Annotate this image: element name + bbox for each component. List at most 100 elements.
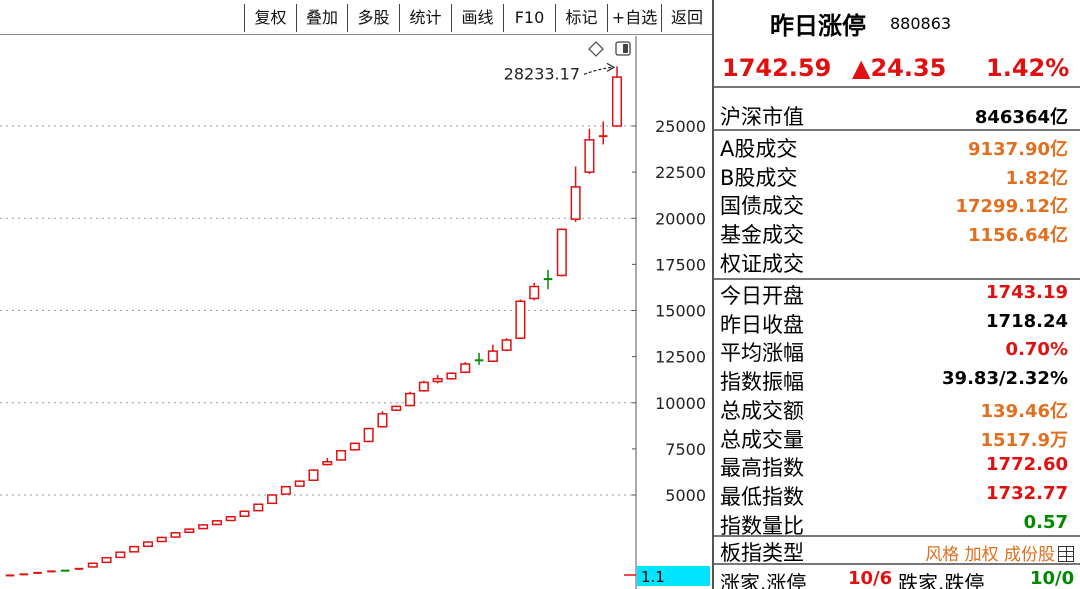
toolbar-button-5[interactable]: F10 xyxy=(503,4,555,32)
candle-body xyxy=(115,551,126,559)
panel-toggle-icon-fill xyxy=(623,44,628,53)
index-type-row: 板指类型 风格 加权 成份股 xyxy=(714,536,1080,565)
y-tick-label: 20000 xyxy=(655,209,706,228)
toolbar-button-7[interactable]: +自选 xyxy=(607,4,661,32)
market-cap-row: 沪深市值 846364亿 xyxy=(714,100,1080,129)
toolbar-button-3[interactable]: 统计 xyxy=(399,4,451,32)
toolbar-button-4[interactable]: 画线 xyxy=(451,4,503,32)
candle-body xyxy=(267,494,278,505)
decline-value: 10/0 xyxy=(1030,568,1075,589)
info-value: 1743.19 xyxy=(986,282,1068,303)
candle-body xyxy=(101,556,112,564)
candle-body xyxy=(184,528,195,534)
info-row: 最低指数 1732.77 xyxy=(714,480,1080,509)
chart-pane: 复权 叠加 多股 统计 画线 F10 标记 +自选 返回 25000 22500 20000 1750… xyxy=(0,4,712,589)
info-label: 平均涨幅 xyxy=(720,341,804,366)
candlestick-chart[interactable]: 25000 22500 20000 17500 15000 12500 10000 7500 5… xyxy=(0,36,712,589)
info-row: 昨日收盘 1718.24 xyxy=(714,308,1080,337)
decline-label: 跌家.跌停 xyxy=(898,571,985,589)
toolbar-button-1[interactable]: 叠加 xyxy=(296,4,347,32)
toolbar-button-0[interactable]: 复权 xyxy=(244,4,296,32)
info-label: B股成交 xyxy=(720,165,798,190)
info-label: 权证成交 xyxy=(720,251,804,276)
high-arrow-head xyxy=(606,62,616,72)
candle-body xyxy=(556,228,567,277)
info-row: 总成交量 1517.9万 xyxy=(714,423,1080,452)
divider xyxy=(714,129,1080,131)
title-row: 昨日涨停 880863 xyxy=(714,0,1080,44)
info-label: 最低指数 xyxy=(720,484,804,509)
advance-decline-row: 涨家.涨停 10/6 跌家.跌停 10/0 xyxy=(714,564,1080,589)
toolbar-button-6[interactable]: 标记 xyxy=(555,4,607,32)
candle-body xyxy=(129,545,140,553)
grid-icon[interactable] xyxy=(1058,546,1074,562)
info-value: 1517.9万 xyxy=(980,429,1068,451)
candle-body xyxy=(529,285,540,300)
market-cap-value: 846364亿 xyxy=(974,107,1068,128)
y-tick-label: 25000 xyxy=(655,117,706,136)
y-tick-label: 22500 xyxy=(655,163,706,182)
candle-body xyxy=(198,524,209,530)
diamond-icon[interactable] xyxy=(588,41,604,57)
candle-body xyxy=(336,449,347,461)
info-value: 1772.60 xyxy=(986,454,1068,476)
price-change: ▲24.35 xyxy=(852,54,947,82)
info-row: 今日开盘 1743.19 xyxy=(714,279,1080,308)
info-row: 权证成交 xyxy=(714,247,1080,276)
index-name: 昨日涨停 xyxy=(770,12,866,40)
last-price: 1742.59 xyxy=(722,54,832,82)
info-label: 总成交额 xyxy=(720,398,804,423)
divider xyxy=(714,535,1080,537)
info-value: 0.57 xyxy=(1023,511,1068,533)
candle-body xyxy=(611,76,623,127)
quote-row: 1742.59 ▲24.35 1.42% xyxy=(714,48,1080,88)
y-tick-label: 7500 xyxy=(665,440,706,459)
advance-value: 10/6 xyxy=(848,568,893,589)
info-label: 指数量比 xyxy=(720,513,804,538)
info-label: 今日开盘 xyxy=(720,284,804,308)
y-tick-label: 15000 xyxy=(655,302,706,321)
candle-body xyxy=(294,480,305,487)
info-value: 39.83/2.32% xyxy=(942,368,1068,390)
candle-body xyxy=(570,186,581,220)
info-label: 基金成交 xyxy=(720,223,804,248)
info-label: 总成交量 xyxy=(720,427,804,452)
high-arrow xyxy=(583,66,614,75)
info-label: 国债成交 xyxy=(720,194,804,219)
index-type-text: 风格 加权 成份股 xyxy=(925,545,1055,565)
candle-body xyxy=(584,139,595,173)
candle-body xyxy=(349,442,360,451)
info-label: 昨日收盘 xyxy=(720,312,804,337)
candle-body xyxy=(460,363,471,374)
candle-body xyxy=(405,392,416,407)
info-row: 平均涨幅 0.70% xyxy=(714,336,1080,366)
toolbar-button-8[interactable]: 返回 xyxy=(661,4,712,32)
info-row: 指数量比 0.57 xyxy=(714,509,1080,538)
divider xyxy=(714,563,1080,565)
info-row: 国债成交 17299.12亿 xyxy=(714,189,1080,219)
info-value: 1.82亿 xyxy=(1005,167,1068,189)
candle-body xyxy=(515,300,526,339)
candle-body xyxy=(156,536,167,543)
info-value: 1732.77 xyxy=(986,482,1068,504)
market-cap-label: 沪深市值 xyxy=(720,105,804,129)
candle-body xyxy=(211,520,222,526)
toolbar-button-2[interactable]: 多股 xyxy=(347,4,399,32)
info-row: 最高指数 1772.60 xyxy=(714,451,1080,480)
candle-body xyxy=(239,510,250,517)
price-change-pct: 1.42% xyxy=(986,54,1070,82)
info-value: 17299.12亿 xyxy=(955,196,1068,218)
index-type-value[interactable]: 风格 加权 成份股 xyxy=(925,540,1074,565)
candle-body xyxy=(432,378,443,383)
info-value: 0.70% xyxy=(1005,339,1068,361)
candle-body xyxy=(418,381,429,392)
info-row: 指数振幅 39.83/2.32% xyxy=(714,365,1080,394)
info-value: 139.46亿 xyxy=(980,400,1068,422)
candle-body xyxy=(142,541,153,548)
divider xyxy=(714,278,1080,280)
candle-body xyxy=(253,503,264,512)
y-tick-label: 12500 xyxy=(655,348,706,367)
cursor-value-text: 1.1 xyxy=(641,568,665,586)
candle-body xyxy=(487,350,498,362)
info-value: 9137.90亿 xyxy=(968,139,1068,160)
